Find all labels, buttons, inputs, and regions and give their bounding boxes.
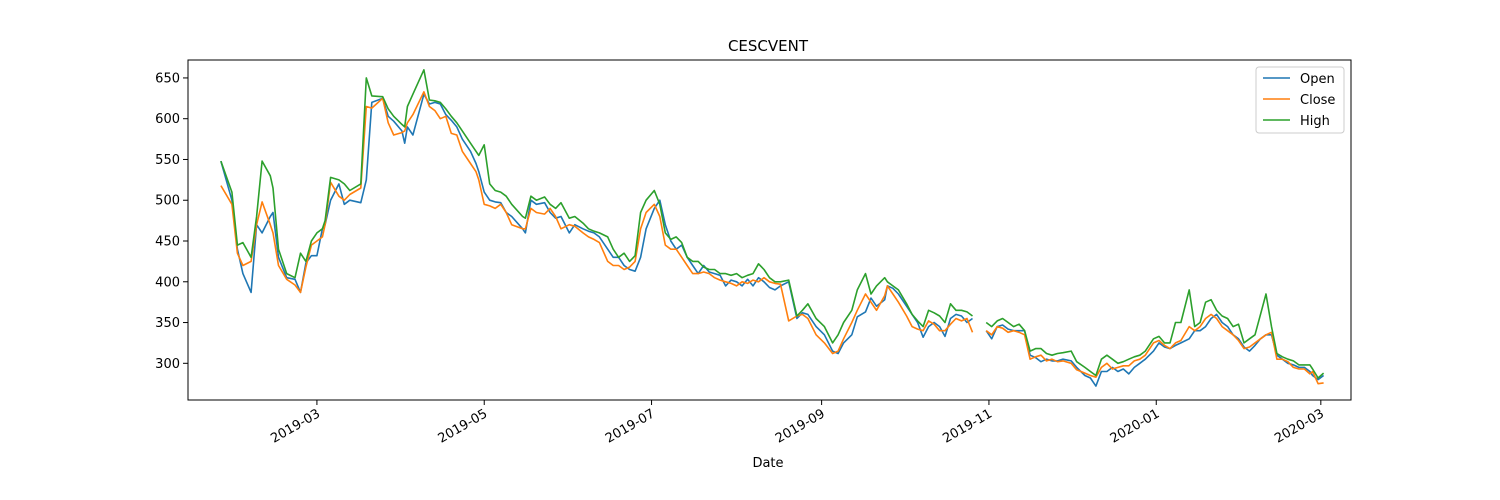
x-tick-label: 2019-11 (940, 406, 995, 446)
y-tick-label: 450 (155, 235, 180, 250)
x-tick-label: 2020-03 (1272, 406, 1327, 446)
legend: Open Close High (1255, 66, 1345, 134)
series-layer (220, 69, 1325, 387)
x-axis-label: Date (752, 456, 783, 471)
y-tick-label: 400 (155, 275, 180, 290)
y-tick-label: 550 (155, 153, 180, 168)
y-tick-label: 350 (155, 316, 180, 331)
y-tick-label: 300 (155, 357, 180, 372)
chart-title: CESCVENT (728, 37, 809, 55)
legend-label-open: Open (1300, 72, 1335, 87)
y-axis: 300 350 400 450 500 550 600 650 (155, 71, 188, 372)
x-tick-label: 2019-09 (773, 406, 828, 446)
x-axis: 2019-03 2019-05 2019-07 2019-09 2019-11 2020-… (268, 400, 1327, 447)
y-tick-label: 500 (155, 194, 180, 209)
plot-area (187, 59, 1352, 401)
legend-box (1255, 66, 1345, 134)
x-tick-label: 2019-05 (436, 406, 491, 446)
legend-label-close: Close (1300, 93, 1335, 108)
series-line-high (220, 69, 1325, 379)
legend-label-high: High (1300, 114, 1330, 129)
y-tick-label: 650 (155, 71, 180, 86)
x-tick-label: 2020-01 (1108, 406, 1163, 446)
series-line-close (220, 91, 1324, 385)
x-tick-label: 2019-07 (603, 406, 658, 446)
x-tick-label: 2019-03 (268, 406, 323, 446)
y-tick-label: 600 (155, 112, 180, 127)
